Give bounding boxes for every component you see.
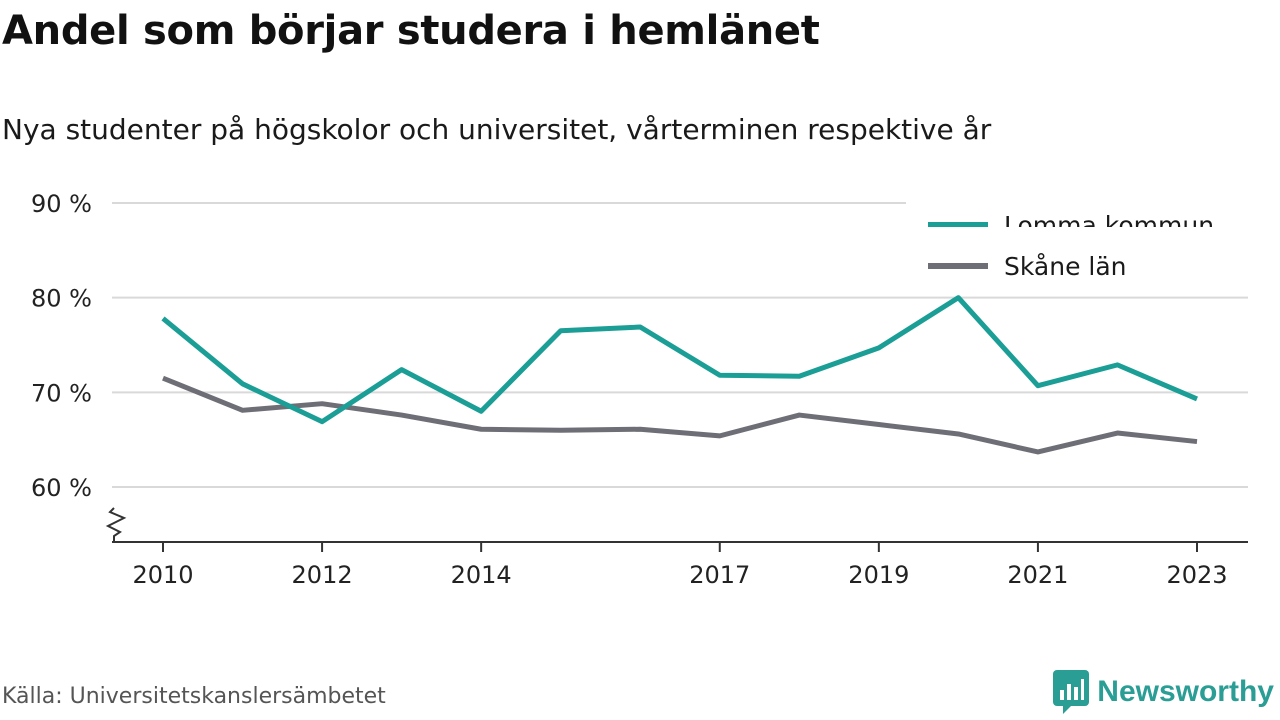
- x-tick-label-2017: 2017: [689, 561, 750, 589]
- x-axis: 2010 2012 2014 2017 2019 2021 2023: [105, 507, 1248, 589]
- legend-bg-0: [906, 186, 1248, 226]
- y-axis-ticks: 60 % 70 % 80 % 90 %: [31, 190, 92, 502]
- x-tick-label-2023: 2023: [1166, 561, 1227, 589]
- series-line-lomma: [161, 295, 1198, 425]
- legend-label-1: Skåne län: [1004, 252, 1127, 281]
- chart-title: Andel som börjar studera i hemlänet: [2, 8, 820, 54]
- legend-bg-1: [906, 227, 1248, 267]
- series-lines: [161, 295, 1198, 455]
- series-line-skane: [162, 375, 1198, 455]
- x-tick-label-2012: 2012: [292, 561, 353, 589]
- y-tick-label-70: 70 %: [31, 379, 92, 407]
- y-tick-label-60: 60 %: [31, 474, 92, 502]
- chart-subtitle: Nya studenter på högskolor och universit…: [2, 113, 992, 146]
- x-tick-label-2021: 2021: [1007, 561, 1068, 589]
- line-chart: 60 % 70 % 80 % 90 % 2010 2012 2014 2017 2019 202…: [31, 186, 1248, 589]
- axis-break-icon: [105, 507, 127, 542]
- y-tick-label-80: 80 %: [31, 285, 92, 313]
- x-tick-label-2014: 2014: [451, 561, 512, 589]
- x-tick-label-2019: 2019: [848, 561, 909, 589]
- newsworthy-logo-icon: [1053, 670, 1090, 714]
- x-tick-label-2010: 2010: [132, 561, 193, 589]
- source-note: Källa: Universitetskanslersämbetet: [2, 684, 386, 709]
- y-tick-label-90: 90 %: [31, 190, 92, 218]
- brand-name: Newsworthy: [1097, 675, 1274, 708]
- brand-logo[interactable]: Newsworthy: [1053, 670, 1274, 714]
